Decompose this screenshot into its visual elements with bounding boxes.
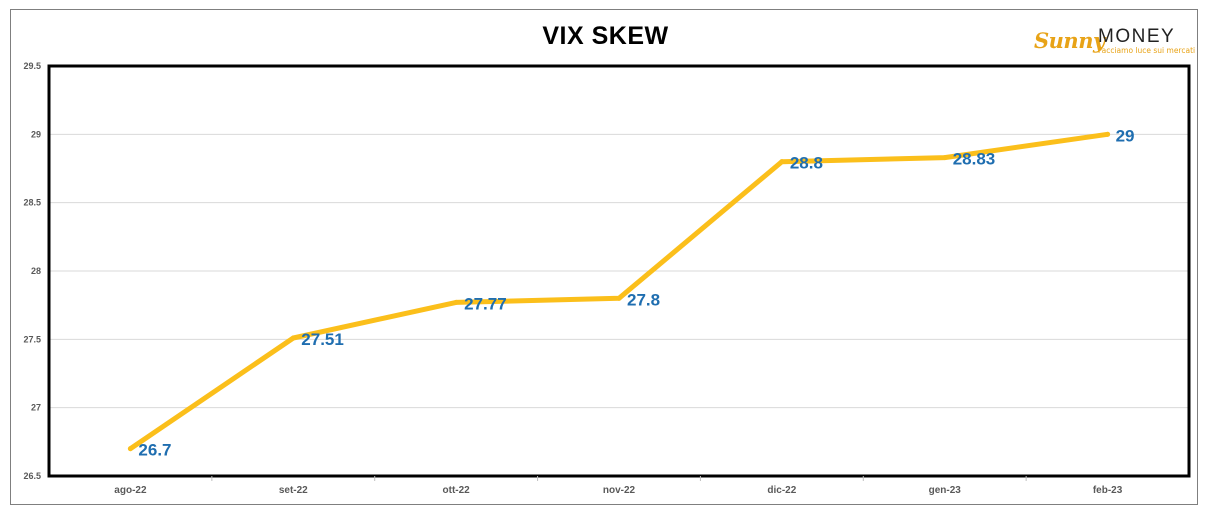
plot-area-border bbox=[47, 64, 1191, 478]
sunny-money-logo: Sunny MONEY Facciamo luce sui mercati bbox=[1034, 26, 1195, 56]
logo-brand-right: MONEY bbox=[1098, 26, 1176, 47]
data-label: 26.7 bbox=[138, 441, 171, 460]
x-tick-label: ago-22 bbox=[114, 485, 147, 496]
x-tick-label: feb-23 bbox=[1093, 485, 1123, 496]
logo-tagline: Facciamo luce sui mercati bbox=[1098, 46, 1196, 55]
chart-frame bbox=[10, 9, 1198, 505]
x-tick-label: gen-23 bbox=[929, 485, 962, 496]
data-labels: 26.7 27.51 27.77 27.8 28.8 28.83 29 bbox=[138, 126, 1134, 459]
y-tick-label: 28 bbox=[31, 266, 41, 276]
data-point bbox=[127, 446, 133, 452]
x-tick-label: ott-22 bbox=[443, 485, 471, 496]
data-label: 27.51 bbox=[301, 330, 344, 349]
x-axis-ticks: ago-22 set-22 ott-22 nov-22 dic-22 gen-23 feb-… bbox=[114, 476, 1123, 496]
data-label: 28.8 bbox=[790, 154, 823, 173]
data-point bbox=[779, 159, 785, 165]
series-line bbox=[127, 131, 1111, 452]
data-point bbox=[942, 155, 948, 161]
data-label: 27.77 bbox=[464, 294, 507, 313]
data-point bbox=[1105, 131, 1111, 137]
y-tick-label: 29.5 bbox=[23, 61, 41, 71]
data-point bbox=[616, 295, 622, 301]
y-tick-label: 29 bbox=[31, 129, 41, 139]
x-tick-label: set-22 bbox=[279, 485, 308, 496]
data-label: 27.8 bbox=[627, 290, 660, 309]
chart-title: VIX SKEW bbox=[542, 22, 669, 50]
series-group bbox=[127, 131, 1111, 452]
grid-lines bbox=[49, 133, 1189, 409]
y-tick-label: 27 bbox=[31, 403, 41, 413]
data-point bbox=[453, 299, 459, 305]
data-label: 28.83 bbox=[953, 150, 996, 169]
data-point bbox=[290, 335, 296, 341]
y-axis-ticks: 26.5 27 27.5 28 28.5 29 29.5 bbox=[23, 61, 41, 481]
data-label: 29 bbox=[1116, 126, 1135, 145]
x-tick-label: dic-22 bbox=[767, 485, 796, 496]
y-tick-label: 28.5 bbox=[23, 198, 41, 208]
y-tick-label: 26.5 bbox=[23, 471, 41, 481]
y-tick-label: 27.5 bbox=[23, 334, 41, 344]
x-tick-label: nov-22 bbox=[603, 485, 636, 496]
logo-brand-left: Sunny bbox=[1034, 28, 1105, 53]
